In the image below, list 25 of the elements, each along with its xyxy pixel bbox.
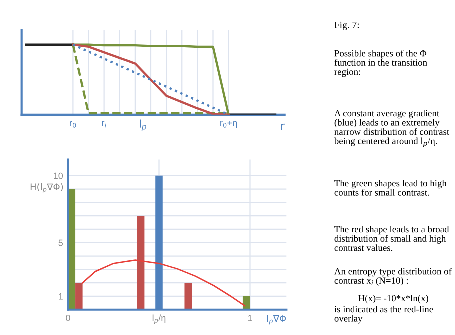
text: An entropy type distribution of contrast x$_{i}$ (N=10) : <box>334 268 452 286</box>
y-tick-label: 5 <box>58 240 64 246</box>
x-axis-title: l$_{p}$∇Φ <box>267 315 286 325</box>
x-tick-label: r$_{0}$+η <box>220 121 238 128</box>
text: A constant average gradient (blue) leads to an extremely narrow distribution of contrast being centered around l$_{p}$/η. <box>334 110 450 148</box>
x-tick-label: r$_{0}$ <box>70 121 76 128</box>
x-tick-label: l$_{p}$/η <box>152 314 166 324</box>
x-tick-label: r$_{i}$ <box>102 121 107 128</box>
text: is indicated as the red-line overlay <box>334 306 434 324</box>
bar <box>76 283 83 310</box>
x-axis-title: r <box>281 124 285 130</box>
text: l$_{p}$ <box>140 120 146 132</box>
text: H(x)= -10*x*ln(x) <box>358 295 428 304</box>
bar <box>184 283 192 310</box>
bar <box>137 216 145 310</box>
text: Fig. 7: <box>334 22 360 30</box>
line-series <box>82 260 246 307</box>
text: Possible shapes of the Φ function in the transition region: <box>334 50 428 78</box>
text: The red shape leads to a broad distribution of small and high contrast values. <box>334 226 450 252</box>
y-tick-label: 1 <box>59 294 63 300</box>
x-tick-label: 1 <box>248 315 252 322</box>
x-tick-label: 0 <box>66 314 70 322</box>
y-axis-title: H(l$_{p}$∇Φ) <box>30 183 64 194</box>
y-tick-label: 10 <box>54 172 64 180</box>
text: The green shapes lead to high counts for small contrast. <box>334 180 447 196</box>
